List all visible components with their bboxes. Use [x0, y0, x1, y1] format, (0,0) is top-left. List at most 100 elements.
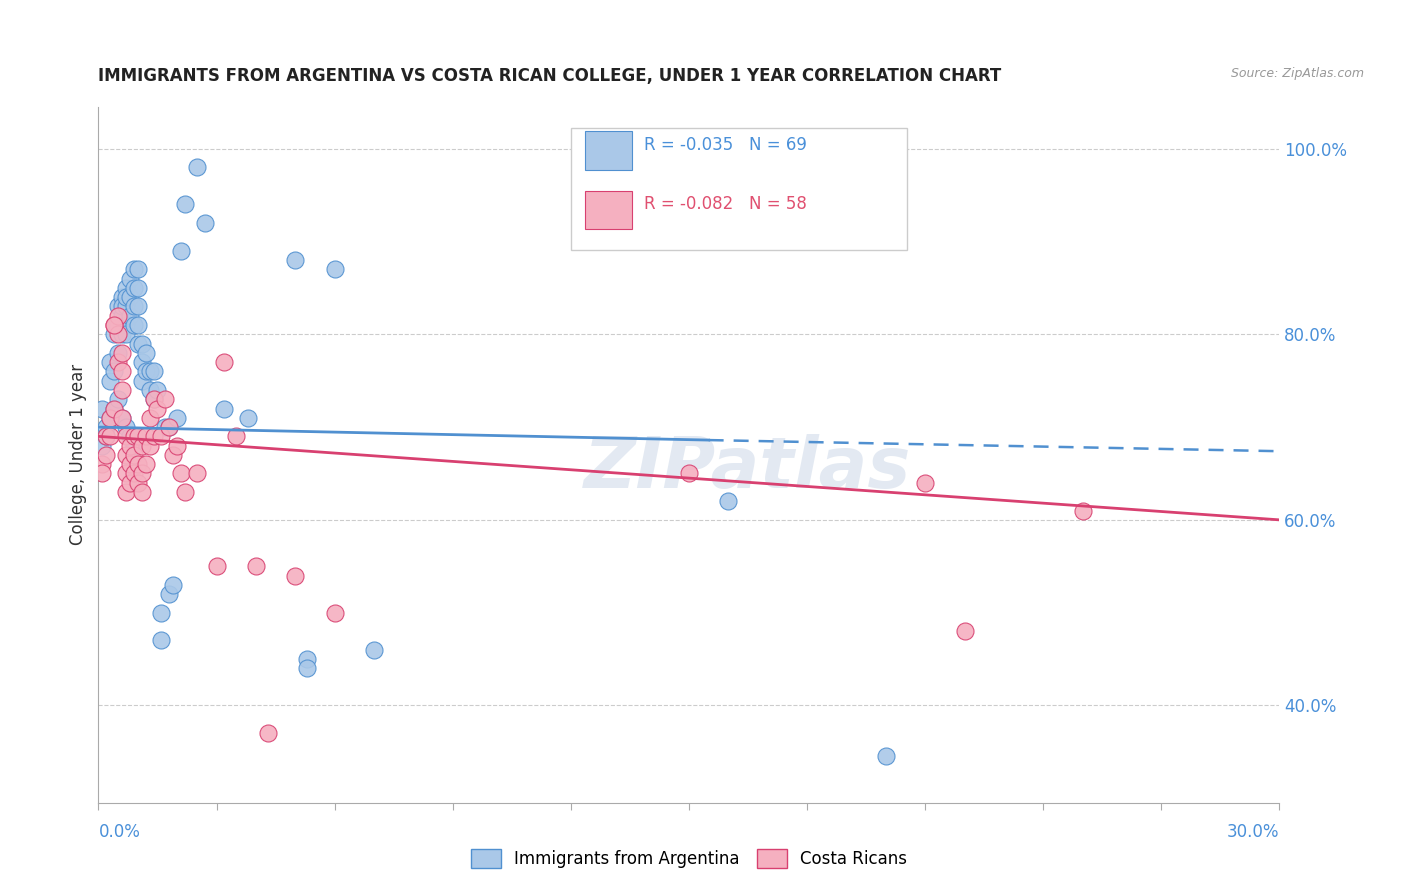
Point — [98, 429, 121, 443]
Point — [103, 318, 125, 332]
Point — [118, 309, 141, 323]
Point — [170, 244, 193, 258]
Point — [107, 318, 129, 332]
Point — [186, 467, 208, 481]
Point — [138, 439, 160, 453]
Point — [91, 467, 114, 481]
Point — [914, 475, 936, 490]
Point — [122, 429, 145, 443]
Point — [107, 309, 129, 323]
Point — [98, 374, 121, 388]
Point — [256, 726, 278, 740]
Point — [111, 327, 134, 342]
Point — [127, 429, 149, 443]
Point — [363, 642, 385, 657]
Bar — [585, 131, 633, 169]
Point — [96, 448, 118, 462]
Point — [717, 494, 740, 508]
Point — [122, 467, 145, 481]
Point — [131, 374, 153, 388]
Point — [323, 262, 346, 277]
Text: IMMIGRANTS FROM ARGENTINA VS COSTA RICAN COLLEGE, UNDER 1 YEAR CORRELATION CHART: IMMIGRANTS FROM ARGENTINA VS COSTA RICAN… — [98, 67, 1001, 85]
Point — [111, 410, 134, 425]
Point — [166, 410, 188, 425]
Point — [127, 281, 149, 295]
Point — [111, 410, 134, 425]
Point — [96, 429, 118, 443]
Text: 30.0%: 30.0% — [1227, 823, 1279, 841]
Point — [107, 346, 129, 360]
Point — [115, 429, 138, 443]
Point — [91, 401, 114, 416]
Point — [146, 383, 169, 397]
Point — [142, 392, 165, 407]
Point — [107, 392, 129, 407]
Point — [131, 467, 153, 481]
Point — [118, 429, 141, 443]
Point — [245, 559, 267, 574]
Point — [295, 652, 318, 666]
Point — [118, 457, 141, 471]
Point — [225, 429, 247, 443]
Bar — [585, 191, 633, 229]
Point — [875, 749, 897, 764]
Point — [115, 318, 138, 332]
Point — [115, 327, 138, 342]
Point — [131, 336, 153, 351]
Point — [111, 290, 134, 304]
FancyBboxPatch shape — [571, 128, 907, 250]
Text: Source: ZipAtlas.com: Source: ZipAtlas.com — [1230, 67, 1364, 80]
Point — [157, 420, 180, 434]
Point — [236, 410, 259, 425]
Point — [127, 336, 149, 351]
Point — [107, 300, 129, 314]
Point — [115, 281, 138, 295]
Point — [103, 318, 125, 332]
Point — [118, 475, 141, 490]
Point — [103, 327, 125, 342]
Point — [138, 383, 160, 397]
Text: R = -0.035   N = 69: R = -0.035 N = 69 — [644, 136, 807, 154]
Point — [107, 327, 129, 342]
Point — [131, 485, 153, 500]
Point — [142, 429, 165, 443]
Point — [138, 364, 160, 378]
Point — [157, 587, 180, 601]
Point — [127, 457, 149, 471]
Point — [295, 661, 318, 675]
Y-axis label: College, Under 1 year: College, Under 1 year — [69, 364, 87, 546]
Point — [111, 364, 134, 378]
Text: R = -0.082   N = 58: R = -0.082 N = 58 — [644, 195, 807, 213]
Point — [127, 475, 149, 490]
Point — [135, 429, 157, 443]
Text: ZIPatlas: ZIPatlas — [585, 434, 911, 503]
Point — [115, 467, 138, 481]
Point — [284, 253, 307, 268]
Point — [284, 568, 307, 582]
Point — [103, 364, 125, 378]
Point — [678, 467, 700, 481]
Point — [118, 439, 141, 453]
Point — [122, 318, 145, 332]
Point — [142, 392, 165, 407]
Point — [150, 633, 173, 648]
Point — [103, 401, 125, 416]
Point — [135, 457, 157, 471]
Point — [166, 439, 188, 453]
Point — [150, 429, 173, 443]
Point — [98, 410, 121, 425]
Point — [138, 410, 160, 425]
Point — [174, 197, 197, 211]
Point — [1071, 503, 1094, 517]
Point — [174, 485, 197, 500]
Legend: Immigrants from Argentina, Costa Ricans: Immigrants from Argentina, Costa Ricans — [464, 842, 914, 874]
Point — [111, 309, 134, 323]
Point — [98, 410, 121, 425]
Point — [194, 216, 217, 230]
Point — [127, 318, 149, 332]
Point — [98, 355, 121, 369]
Point — [91, 439, 114, 453]
Point — [127, 300, 149, 314]
Point — [122, 448, 145, 462]
Point — [115, 420, 138, 434]
